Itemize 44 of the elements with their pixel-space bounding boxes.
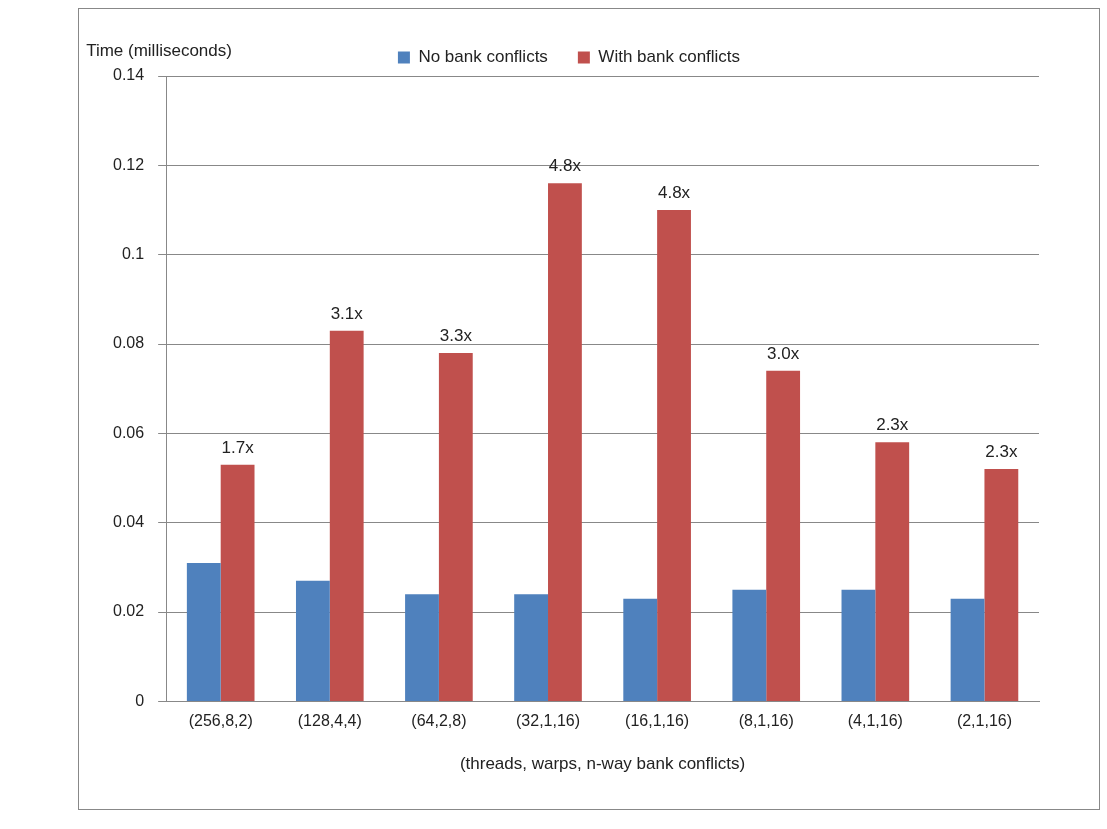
annotation: 1.7x — [221, 437, 255, 457]
bar — [329, 330, 364, 701]
bar — [950, 598, 985, 701]
bar — [657, 210, 691, 701]
annotation: 3.1x — [330, 303, 364, 323]
y-tick-label: 0.02 — [113, 602, 145, 620]
annotation: 4.8x — [548, 156, 582, 176]
annotation: 4.8x — [657, 183, 691, 203]
y-tick-label: 0.1 — [121, 245, 145, 263]
bar — [623, 598, 658, 701]
y-tick-label: 0.12 — [113, 155, 145, 173]
bar — [841, 589, 876, 701]
bar — [875, 442, 910, 701]
x-tick-label: (2,1,16) — [956, 712, 1013, 730]
x-tick-label: (32,1,16) — [515, 712, 581, 730]
x-tick-label: (4,1,16) — [847, 712, 903, 730]
annotation: 3.0x — [767, 344, 800, 364]
y-tick-label: 0.14 — [113, 66, 145, 84]
bar — [514, 594, 549, 701]
bar — [295, 580, 330, 701]
bar — [438, 352, 473, 701]
annotation: 2.3x — [985, 442, 1018, 462]
bar — [732, 589, 767, 701]
x-tick-label: (8,1,16) — [738, 712, 794, 730]
y-tick-label: 0.04 — [113, 513, 145, 531]
legend-label: No bank conflicts — [418, 47, 548, 67]
x-tick-label: (64,2,8) — [411, 712, 467, 730]
x-tick-label: (256,8,2) — [188, 712, 253, 730]
bar — [186, 562, 221, 701]
annotation: 3.3x — [439, 326, 473, 346]
y-tick-label: 0.06 — [113, 423, 145, 441]
bar — [548, 183, 582, 701]
legend-label: With bank conflicts — [598, 47, 741, 67]
y-axis-title: Time (milliseconds) — [86, 41, 232, 61]
bar — [405, 594, 439, 701]
y-tick-label: 0 — [135, 691, 145, 709]
bar — [766, 370, 801, 701]
bar — [984, 469, 1019, 701]
x-axis-title: (threads, warps, n-way bank conflicts) — [459, 754, 746, 774]
bar — [220, 464, 255, 701]
x-tick-label: (128,4,4) — [297, 712, 362, 730]
y-tick-label: 0.08 — [113, 334, 145, 352]
x-tick-label: (16,1,16) — [625, 712, 690, 730]
annotation: 2.3x — [876, 415, 909, 435]
